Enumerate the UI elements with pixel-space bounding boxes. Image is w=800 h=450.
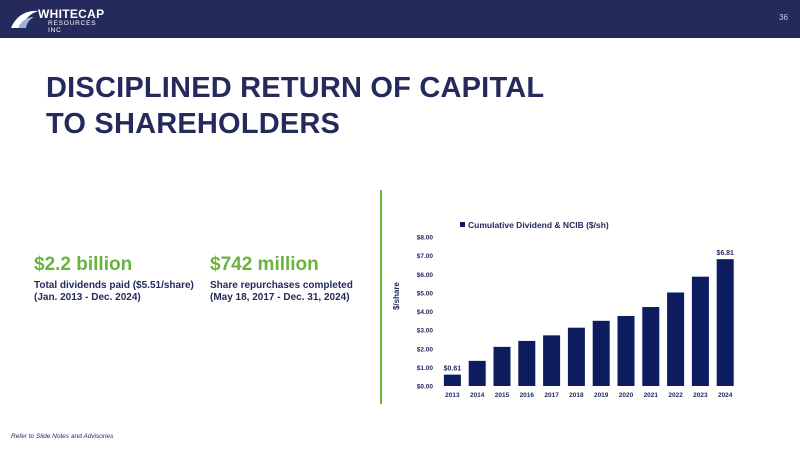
logo-subtext: RESOURCES INC bbox=[48, 20, 97, 34]
x-tick-label: 2015 bbox=[495, 392, 510, 399]
bar-2023 bbox=[691, 276, 709, 386]
page-number: 36 bbox=[779, 13, 788, 22]
y-tick-label: $7.00 bbox=[417, 253, 434, 260]
x-tick-label: 2021 bbox=[644, 392, 659, 399]
wave-logo-icon bbox=[11, 10, 38, 28]
bar-2015 bbox=[493, 346, 511, 386]
bar-2017 bbox=[543, 335, 561, 386]
bar-2022 bbox=[667, 292, 685, 386]
page-title: DISCIPLINED RETURN OF CAPITAL TO SHAREHO… bbox=[46, 70, 544, 142]
chart-canvas: $0.00 $1.00 $2.00 $3.00 $4.00 $5.00 $6.00 $7.00… bbox=[392, 220, 734, 399]
vertical-divider bbox=[380, 190, 382, 404]
bar-2018 bbox=[567, 327, 585, 386]
x-tick-label: 2019 bbox=[594, 392, 609, 399]
dividends-desc-line-1: Total dividends paid ($5.51/share) bbox=[34, 280, 194, 291]
x-tick-label: 2022 bbox=[668, 392, 683, 399]
title-line-2: TO SHAREHOLDERS bbox=[46, 108, 341, 140]
x-tick-label: 2023 bbox=[693, 392, 708, 399]
x-tick-label: 2024 bbox=[718, 392, 733, 399]
x-tick-label: 2016 bbox=[520, 392, 535, 399]
x-tick-label: 2013 bbox=[445, 392, 460, 399]
y-tick-label: $0.00 bbox=[417, 384, 434, 391]
dividend-chart: $0.00 $1.00 $2.00 $3.00 $4.00 $5.00 $6.00 $7.00… bbox=[385, 208, 745, 413]
x-tick-label: 2020 bbox=[619, 392, 634, 399]
y-tick-label: $2.00 bbox=[417, 346, 434, 353]
y-tick-label: $4.00 bbox=[417, 309, 434, 316]
repurchases-desc-line-2: (May 18, 2017 - Dec. 31, 2024) bbox=[210, 292, 350, 303]
legend-label: Cumulative Dividend & NCIB ($/sh) bbox=[468, 220, 609, 230]
dividends-value: $2.2 billion bbox=[34, 254, 133, 275]
repurchases-value: $742 million bbox=[210, 254, 319, 275]
y-tick-label: $3.00 bbox=[417, 328, 434, 335]
y-tick-label: $8.00 bbox=[417, 235, 434, 242]
bar-data-label: $6.81 bbox=[716, 250, 734, 257]
repurchases-description: Share repurchases completed (May 18, 201… bbox=[210, 280, 353, 304]
dividends-stat: $2.2 billion Total dividends paid ($5.51… bbox=[34, 253, 194, 304]
logo-wordmark: WHITECAP bbox=[38, 7, 105, 21]
footnote: Refer to Slide Notes and Advisories bbox=[11, 433, 114, 440]
x-tick-label: 2014 bbox=[470, 392, 485, 399]
title-line-1: DISCIPLINED RETURN OF CAPITAL bbox=[46, 72, 545, 104]
y-tick-label: $5.00 bbox=[417, 290, 434, 297]
y-axis-label: $/share bbox=[392, 281, 401, 310]
y-tick-label: $1.00 bbox=[417, 365, 434, 372]
x-tick-label: 2017 bbox=[544, 392, 559, 399]
header-bar: WHITECAP RESOURCES INC 36 bbox=[0, 0, 800, 38]
dividends-description: Total dividends paid ($5.51/share) (Jan.… bbox=[34, 280, 194, 304]
repurchases-stat: $742 million Share repurchases completed… bbox=[210, 253, 353, 304]
repurchases-desc-line-1: Share repurchases completed bbox=[210, 280, 353, 291]
bar-data-label: $0.61 bbox=[444, 366, 462, 373]
bar-2020 bbox=[617, 315, 635, 386]
bar-2024 bbox=[716, 259, 734, 386]
company-logo: WHITECAP RESOURCES INC bbox=[10, 5, 104, 34]
legend-swatch bbox=[460, 222, 465, 227]
bar-2019 bbox=[592, 320, 610, 386]
bar-2021 bbox=[642, 307, 660, 386]
dividends-desc-line-2: (Jan. 2013 - Dec. 2024) bbox=[34, 292, 141, 303]
bar-2013 bbox=[443, 374, 461, 386]
bar-2016 bbox=[518, 340, 536, 386]
x-tick-label: 2018 bbox=[569, 392, 584, 399]
y-tick-label: $6.00 bbox=[417, 272, 434, 279]
bar-2014 bbox=[468, 360, 486, 386]
